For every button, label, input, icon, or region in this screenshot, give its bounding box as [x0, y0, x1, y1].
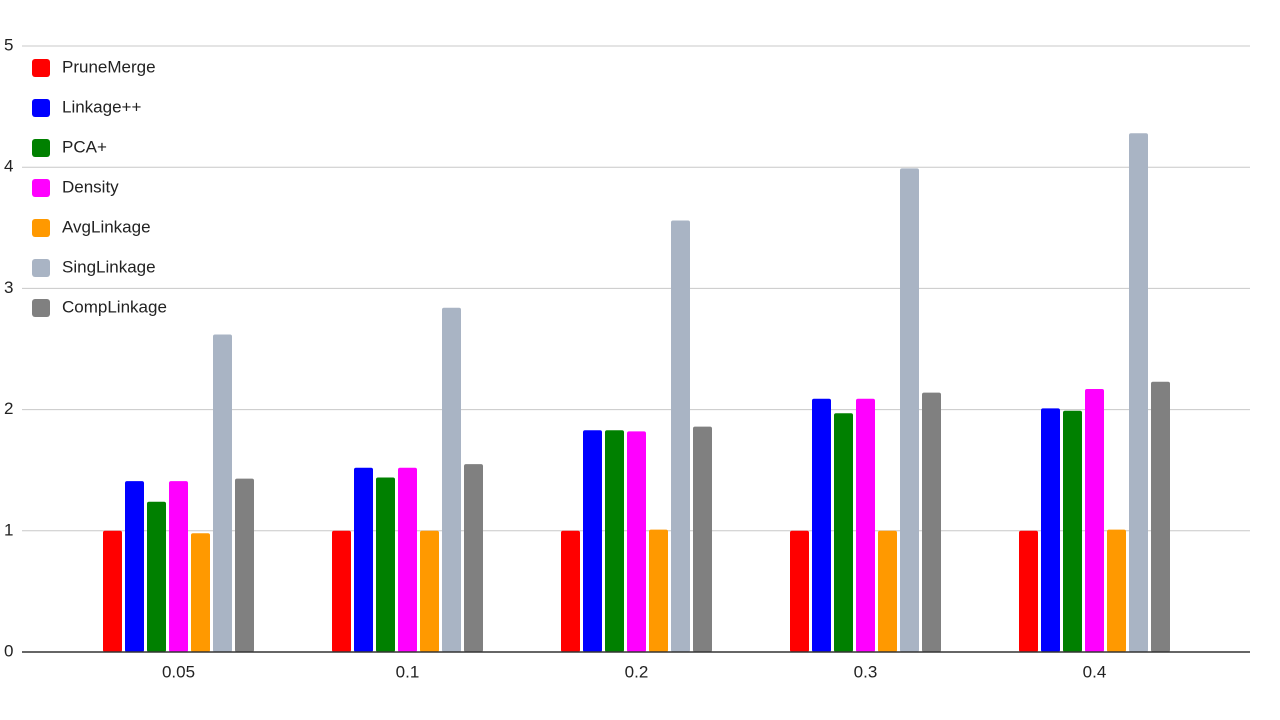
y-tick-label: 2	[4, 399, 13, 418]
y-tick-label: 1	[4, 520, 13, 539]
bar	[583, 430, 602, 652]
bar	[649, 529, 668, 652]
legend-label: PruneMerge	[62, 57, 156, 76]
bar	[790, 530, 809, 652]
x-tick-label: 0.4	[1083, 662, 1107, 681]
bar	[856, 398, 875, 652]
bar	[900, 168, 919, 653]
legend-swatch	[32, 59, 50, 77]
bar	[1041, 408, 1060, 652]
legend-swatch	[32, 99, 50, 117]
bar	[1107, 529, 1126, 652]
bar	[464, 464, 483, 652]
bar	[922, 392, 941, 652]
bar	[1151, 381, 1170, 652]
bar	[605, 430, 624, 652]
bar	[332, 530, 351, 652]
bar	[235, 478, 254, 652]
bar	[561, 530, 580, 652]
bar	[213, 334, 232, 652]
bar	[627, 431, 646, 652]
legend-swatch	[32, 299, 50, 317]
bar	[103, 530, 122, 652]
bar	[1129, 133, 1148, 653]
bar	[1085, 388, 1104, 652]
legend-swatch	[32, 259, 50, 277]
bar	[398, 467, 417, 652]
bar	[693, 426, 712, 652]
bar	[671, 220, 690, 652]
x-tick-label: 0.3	[854, 662, 878, 681]
legend-swatch	[32, 139, 50, 157]
legend-label: PCA+	[62, 137, 107, 156]
x-tick-label: 0.1	[396, 662, 420, 681]
bar	[878, 530, 897, 652]
x-tick-label: 0.2	[625, 662, 649, 681]
y-tick-label: 3	[4, 278, 13, 297]
bar	[1019, 530, 1038, 652]
legend-label: Density	[62, 177, 119, 196]
legend-label: CompLinkage	[62, 297, 167, 316]
legend-swatch	[32, 219, 50, 237]
bar	[376, 477, 395, 652]
x-tick-label: 0.05	[162, 662, 195, 681]
bar	[812, 398, 831, 652]
bar	[354, 467, 373, 652]
bar	[1063, 410, 1082, 652]
legend-label: AvgLinkage	[62, 217, 151, 236]
legend-label: Linkage++	[62, 97, 141, 116]
y-tick-label: 5	[4, 35, 13, 54]
bar	[147, 501, 166, 652]
bar	[125, 481, 144, 652]
bar	[169, 481, 188, 652]
bar	[420, 530, 439, 652]
legend-label: SingLinkage	[62, 257, 156, 276]
bar	[442, 307, 461, 652]
y-tick-label: 0	[4, 641, 13, 660]
bar	[834, 413, 853, 652]
bar	[191, 533, 210, 652]
y-tick-label: 4	[4, 157, 13, 176]
legend-swatch	[32, 179, 50, 197]
